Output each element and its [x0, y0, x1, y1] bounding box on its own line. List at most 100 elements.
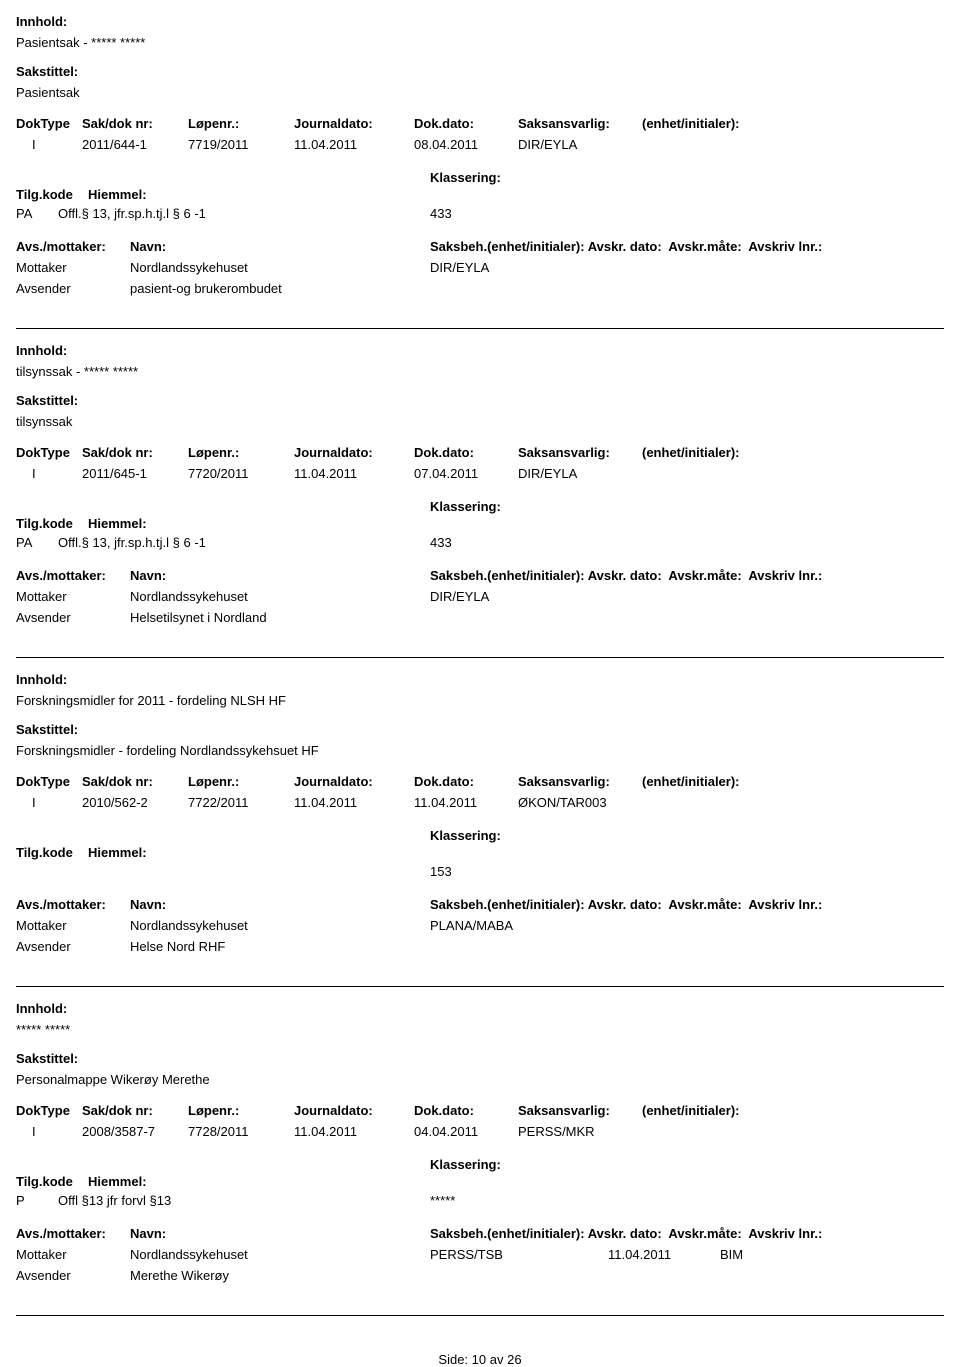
party-name: Helsetilsynet i Nordland: [130, 610, 430, 625]
hiemmel-label: Hiemmel:: [88, 516, 147, 531]
val-sakdok: 2010/562-2: [82, 795, 188, 810]
avskr-mate-text: Avskr.måte:: [668, 1226, 741, 1241]
columns-header-row: DokType Sak/dok nr: Løpenr.: Journaldato…: [16, 1103, 944, 1118]
val-saksansvarlig: PERSS/MKR: [518, 1124, 642, 1139]
party-saksbeh: [430, 1268, 608, 1283]
tilgkode-value: P: [16, 1193, 58, 1208]
columns-value-row: I 2008/3587-7 7728/2011 11.04.2011 04.04…: [16, 1124, 944, 1139]
navn-label: Navn:: [130, 1226, 430, 1241]
saksbeh-label: Saksbeh.(enhet/initialer): Avskr. dato: …: [430, 568, 944, 583]
party-name: Nordlandssykehuset: [130, 918, 430, 933]
val-lopenr: 7728/2011: [188, 1124, 294, 1139]
col-doktype: DokType: [16, 445, 82, 460]
party-header-row: Avs./mottaker: Navn: Saksbeh.(enhet/init…: [16, 897, 944, 912]
avskriv-lnr-text: Avskriv lnr.:: [748, 1226, 822, 1241]
party-header-row: Avs./mottaker: Navn: Saksbeh.(enhet/init…: [16, 568, 944, 583]
party-saksbeh: DIR/EYLA: [430, 260, 608, 275]
innhold-label: Innhold:: [16, 343, 944, 358]
party-avskr-dato: [608, 589, 720, 604]
col-sakdok: Sak/dok nr:: [82, 445, 188, 460]
party-avskr-dato: [608, 1268, 720, 1283]
innhold-label: Innhold:: [16, 1001, 944, 1016]
avsmottaker-label: Avs./mottaker:: [16, 568, 130, 583]
col-dokdato: Dok.dato:: [414, 445, 518, 460]
party-avskr-mate: [720, 939, 780, 954]
journal-record: Innhold: Forskningsmidler for 2011 - for…: [16, 672, 944, 987]
innhold-label: Innhold:: [16, 672, 944, 687]
party-row: Avsender pasient-og brukerombudet: [16, 281, 944, 296]
avskriv-lnr-text: Avskriv lnr.:: [748, 897, 822, 912]
val-journaldato: 11.04.2011: [294, 466, 414, 481]
party-row: Avsender Helsetilsynet i Nordland: [16, 610, 944, 625]
val-journaldato: 11.04.2011: [294, 1124, 414, 1139]
avskr-dato-text: Avskr. dato:: [588, 568, 662, 583]
tilgkode-hiemmel-values: 153: [16, 864, 944, 879]
col-saksansvarlig: Saksansvarlig:: [518, 445, 642, 460]
tilgkode-hiemmel-values: P Offl §13 jfr forvl §13 *****: [16, 1193, 944, 1208]
sakstittel-label: Sakstittel:: [16, 393, 944, 408]
footer-side-label: Side:: [438, 1352, 468, 1367]
val-saksansvarlig: ØKON/TAR003: [518, 795, 642, 810]
col-journaldato: Journaldato:: [294, 774, 414, 789]
val-enhet: [642, 1124, 944, 1139]
klassering-value: 433: [430, 535, 452, 550]
party-row: Mottaker Nordlandssykehuset DIR/EYLA: [16, 589, 944, 604]
val-saksansvarlig: DIR/EYLA: [518, 137, 642, 152]
party-saksbeh: DIR/EYLA: [430, 589, 608, 604]
sakstittel-value: Forskningsmidler - fordeling Nordlandssy…: [16, 743, 944, 758]
party-avskr-dato: [608, 281, 720, 296]
party-saksbeh: [430, 281, 608, 296]
tilgkode-label: Tilg.kode: [16, 187, 88, 202]
val-enhet: [642, 466, 944, 481]
col-saksansvarlig: Saksansvarlig:: [518, 116, 642, 131]
klassering-label: Klassering:: [430, 1157, 944, 1172]
hiemmel-label: Hiemmel:: [88, 187, 147, 202]
innhold-value: ***** *****: [16, 1022, 944, 1037]
party-name: Merethe Wikerøy: [130, 1268, 430, 1283]
avskr-dato-text: Avskr. dato:: [588, 1226, 662, 1241]
party-avskr-dato: [608, 918, 720, 933]
columns-header-row: DokType Sak/dok nr: Løpenr.: Journaldato…: [16, 445, 944, 460]
avsmottaker-label: Avs./mottaker:: [16, 1226, 130, 1241]
party-avskr-mate: [720, 281, 780, 296]
party-avskr-dato: [608, 260, 720, 275]
party-row: Mottaker Nordlandssykehuset PLANA/MABA: [16, 918, 944, 933]
page-footer: Side: 10 av 26: [16, 1352, 944, 1367]
footer-total: 26: [507, 1352, 521, 1367]
saksbeh-label: Saksbeh.(enhet/initialer): Avskr. dato: …: [430, 897, 944, 912]
klassering-label: Klassering:: [430, 170, 944, 185]
col-lopenr: Løpenr.:: [188, 116, 294, 131]
col-enhet: (enhet/initialer):: [642, 774, 944, 789]
columns-value-row: I 2011/644-1 7719/2011 11.04.2011 08.04.…: [16, 137, 944, 152]
party-avskr-mate: [720, 610, 780, 625]
klassering-value: *****: [430, 1193, 455, 1208]
avsmottaker-label: Avs./mottaker:: [16, 239, 130, 254]
innhold-value: Forskningsmidler for 2011 - fordeling NL…: [16, 693, 944, 708]
tilgkode-label: Tilg.kode: [16, 516, 88, 531]
columns-header-row: DokType Sak/dok nr: Løpenr.: Journaldato…: [16, 774, 944, 789]
val-lopenr: 7722/2011: [188, 795, 294, 810]
klassering-value: 433: [430, 206, 452, 221]
saksbeh-text: Saksbeh.(enhet/initialer):: [430, 568, 585, 583]
party-avskr-mate: BIM: [720, 1247, 780, 1262]
party-row: Avsender Merethe Wikerøy: [16, 1268, 944, 1283]
val-doktype: I: [16, 466, 82, 481]
party-role: Avsender: [16, 1268, 130, 1283]
innhold-value: tilsynssak - ***** *****: [16, 364, 944, 379]
tilgkode-hiemmel-values: PA Offl.§ 13, jfr.sp.h.tj.l § 6 -1 433: [16, 535, 944, 550]
tilgkode-hiemmel-header: Tilg.kode Hiemmel:: [16, 1174, 944, 1189]
journal-record: Innhold: ***** ***** Sakstittel: Persona…: [16, 1001, 944, 1316]
party-avskr-dato: 11.04.2011: [608, 1247, 720, 1262]
journal-record: Innhold: tilsynssak - ***** ***** Saksti…: [16, 343, 944, 658]
party-saksbeh: [430, 939, 608, 954]
tilgkode-label: Tilg.kode: [16, 845, 88, 860]
party-row: Mottaker Nordlandssykehuset DIR/EYLA: [16, 260, 944, 275]
val-dokdato: 04.04.2011: [414, 1124, 518, 1139]
tilgkode-value: [16, 864, 58, 879]
col-doktype: DokType: [16, 1103, 82, 1118]
footer-av: av: [490, 1352, 504, 1367]
col-dokdato: Dok.dato:: [414, 116, 518, 131]
party-role: Mottaker: [16, 1247, 130, 1262]
col-journaldato: Journaldato:: [294, 116, 414, 131]
party-name: Nordlandssykehuset: [130, 1247, 430, 1262]
